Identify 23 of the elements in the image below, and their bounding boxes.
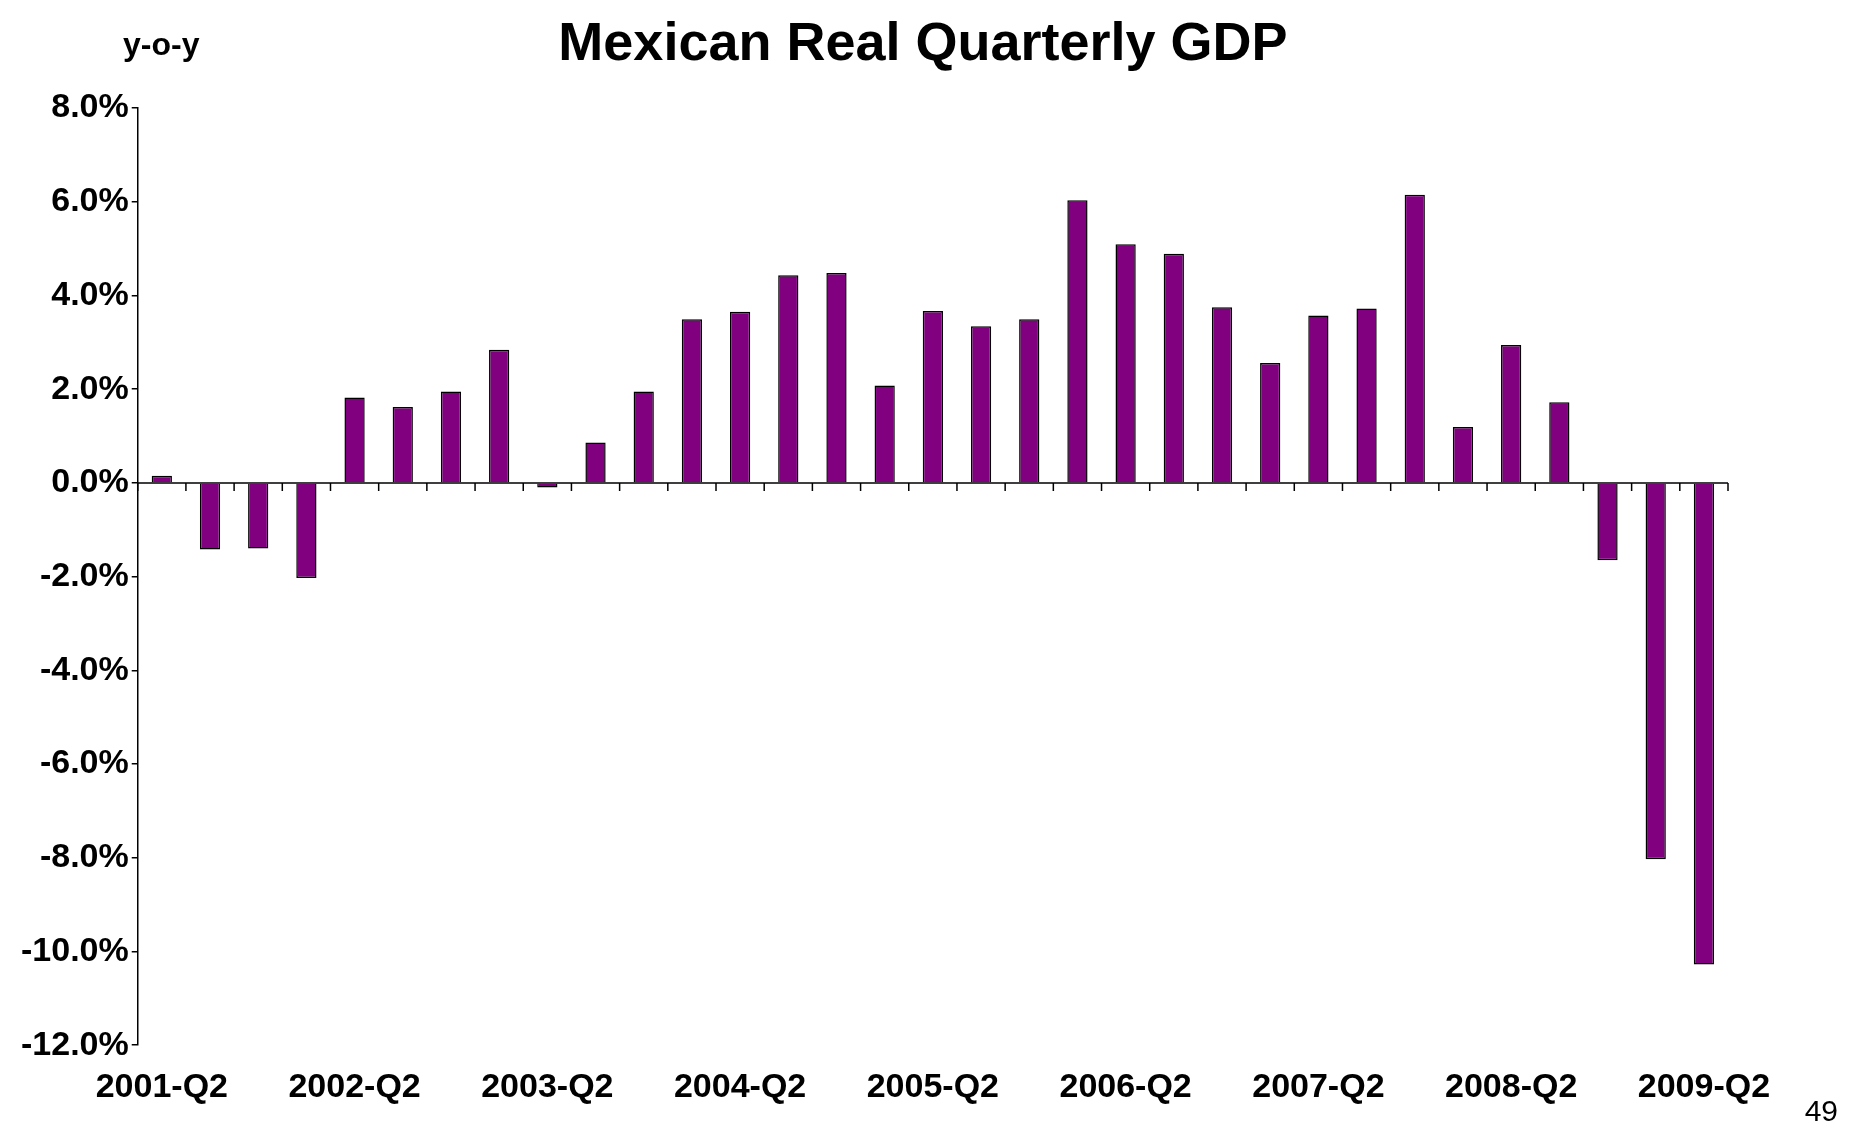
x-tick-label: 2003-Q2 (481, 1065, 614, 1104)
y-tick-label: -8.0% (39, 836, 129, 875)
y-tick-label: -4.0% (39, 648, 129, 687)
x-tick-label: 2004-Q2 (673, 1065, 807, 1104)
y-axis-title: y-o-y (123, 26, 200, 63)
y-tick-label: -10.0% (20, 929, 129, 968)
x-tick-label: 2002-Q2 (288, 1065, 421, 1104)
y-tick-label: 6.0% (51, 180, 129, 219)
x-tick-label: 2008-Q2 (1444, 1065, 1578, 1104)
text: 49 (1804, 1094, 1838, 1128)
y-tick-label: -6.0% (39, 742, 129, 781)
y-tick-label: 4.0% (51, 273, 129, 312)
x-tick-label: 2001-Q2 (95, 1065, 228, 1104)
x-tick-label: 2005-Q2 (866, 1065, 1000, 1104)
y-tick-label: -2.0% (39, 554, 129, 593)
y-tick-label: -12.0% (20, 1023, 129, 1062)
chart-title: Mexican Real Quarterly GDP (558, 11, 1288, 71)
y-tick-label: 8.0% (51, 86, 129, 125)
x-tick-label: 2006-Q2 (1059, 1065, 1192, 1104)
x-tick-label: 2009-Q2 (1637, 1065, 1771, 1104)
x-tick-label: 2007-Q2 (1252, 1065, 1385, 1104)
y-tick-label: 2.0% (51, 367, 129, 406)
y-tick-label: 0.0% (51, 461, 129, 500)
